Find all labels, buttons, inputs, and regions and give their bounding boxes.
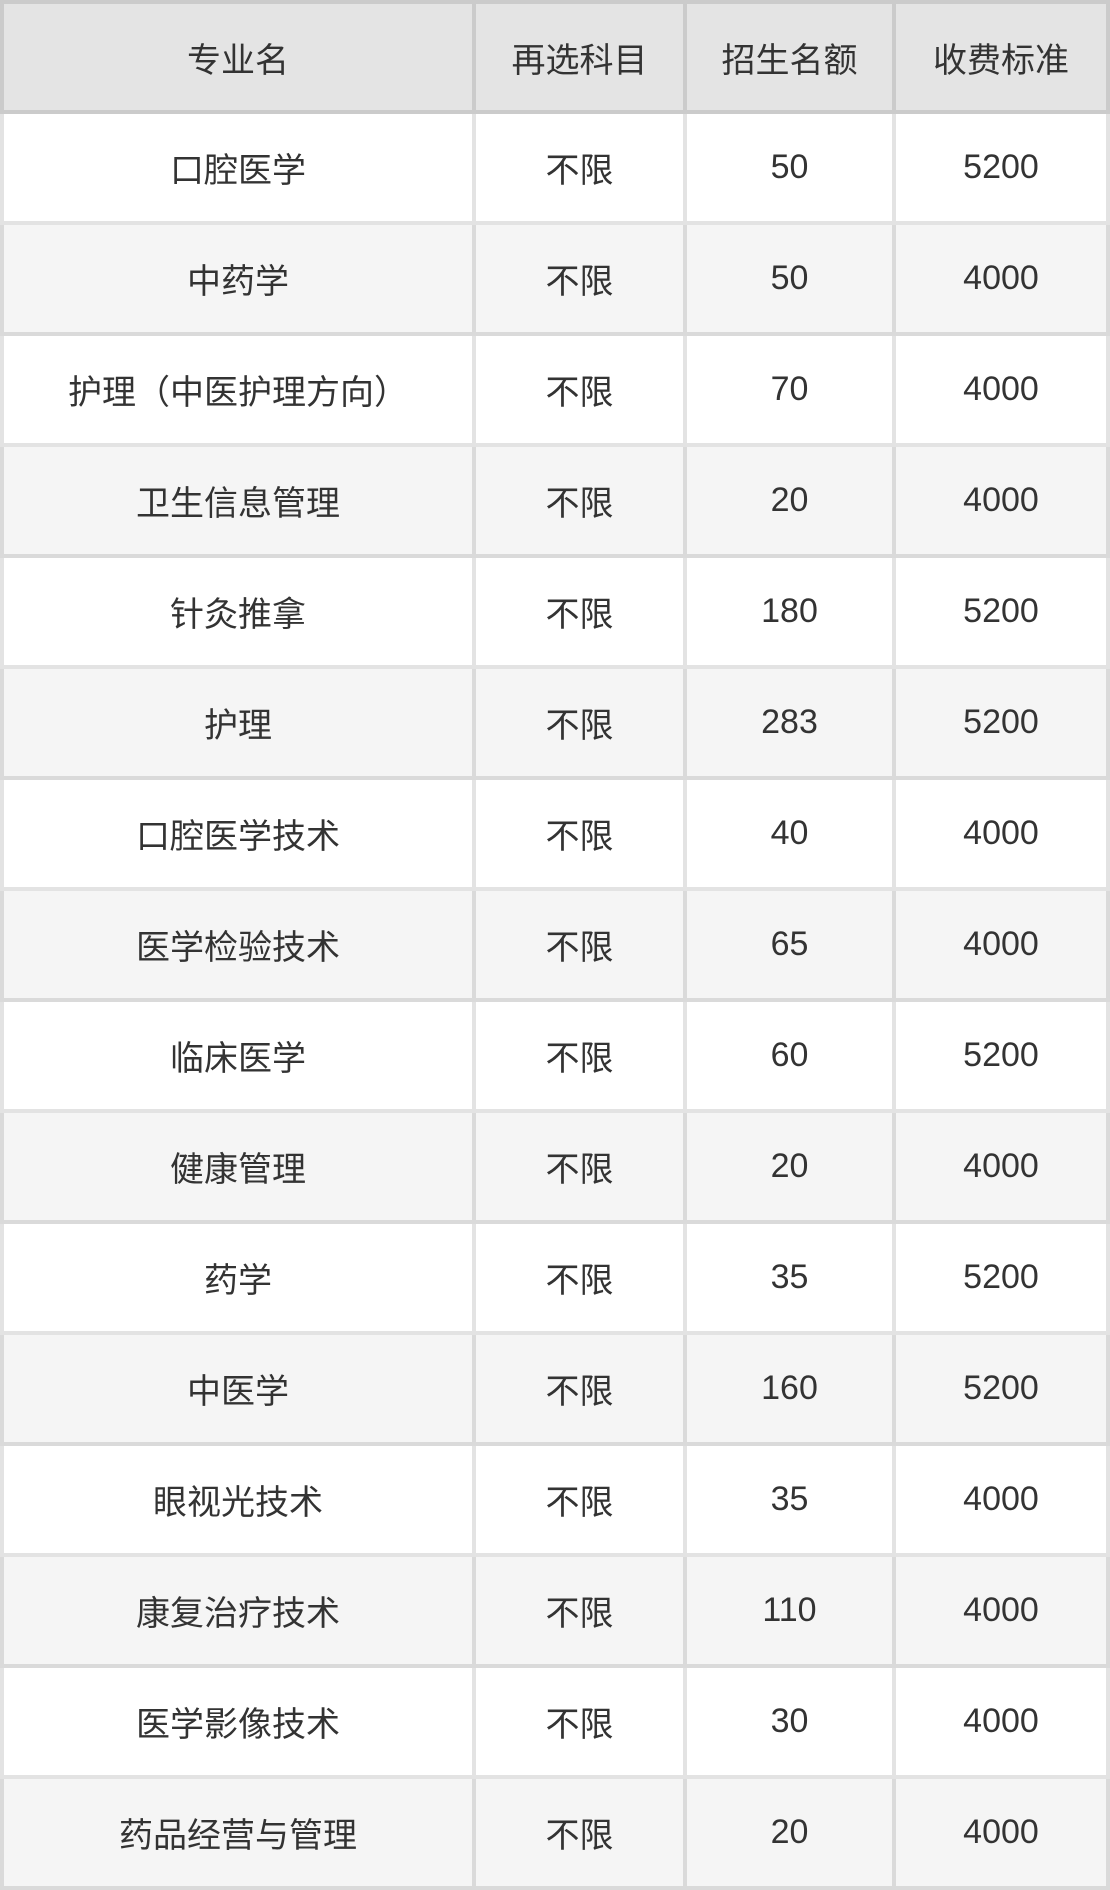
subjects-cell: 不限 — [476, 1668, 687, 1779]
quota-cell: 40 — [687, 780, 896, 891]
subjects-cell: 不限 — [476, 558, 687, 669]
subjects-cell: 不限 — [476, 1335, 687, 1446]
subjects-cell: 不限 — [476, 669, 687, 780]
quota-cell: 50 — [687, 225, 896, 336]
table-row: 护理 不限 283 5200 — [0, 669, 1110, 780]
table-row: 针灸推拿 不限 180 5200 — [0, 558, 1110, 669]
quota-cell: 35 — [687, 1446, 896, 1557]
table-row: 康复治疗技术 不限 110 4000 — [0, 1557, 1110, 1668]
major-cell: 医学检验技术 — [0, 891, 476, 1002]
table-row: 护理（中医护理方向） 不限 70 4000 — [0, 336, 1110, 447]
table-row: 医学检验技术 不限 65 4000 — [0, 891, 1110, 1002]
column-header-subjects: 再选科目 — [476, 0, 687, 114]
fee-cell: 4000 — [896, 1113, 1110, 1224]
table-row: 药学 不限 35 5200 — [0, 1224, 1110, 1335]
fee-cell: 4000 — [896, 1779, 1110, 1890]
column-header-quota: 招生名额 — [687, 0, 896, 114]
fee-cell: 5200 — [896, 558, 1110, 669]
major-cell: 护理（中医护理方向） — [0, 336, 476, 447]
subjects-cell: 不限 — [476, 114, 687, 225]
quota-cell: 70 — [687, 336, 896, 447]
quota-cell: 283 — [687, 669, 896, 780]
subjects-cell: 不限 — [476, 1113, 687, 1224]
fee-cell: 4000 — [896, 780, 1110, 891]
quota-cell: 65 — [687, 891, 896, 1002]
table-row: 临床医学 不限 60 5200 — [0, 1002, 1110, 1113]
table-row: 健康管理 不限 20 4000 — [0, 1113, 1110, 1224]
column-header-fee: 收费标准 — [896, 0, 1110, 114]
subjects-cell: 不限 — [476, 780, 687, 891]
table-row: 医学影像技术 不限 30 4000 — [0, 1668, 1110, 1779]
table-row: 口腔医学技术 不限 40 4000 — [0, 780, 1110, 891]
fee-cell: 5200 — [896, 114, 1110, 225]
fee-cell: 4000 — [896, 1446, 1110, 1557]
major-cell: 卫生信息管理 — [0, 447, 476, 558]
header-row: 专业名 再选科目 招生名额 收费标准 — [0, 0, 1110, 114]
table-header: 专业名 再选科目 招生名额 收费标准 — [0, 0, 1110, 114]
major-cell: 针灸推拿 — [0, 558, 476, 669]
column-header-major: 专业名 — [0, 0, 476, 114]
major-cell: 药学 — [0, 1224, 476, 1335]
table-row: 中医学 不限 160 5200 — [0, 1335, 1110, 1446]
fee-cell: 4000 — [896, 1668, 1110, 1779]
fee-cell: 4000 — [896, 447, 1110, 558]
fee-cell: 4000 — [896, 336, 1110, 447]
fee-cell: 5200 — [896, 1335, 1110, 1446]
major-cell: 临床医学 — [0, 1002, 476, 1113]
quota-cell: 20 — [687, 447, 896, 558]
subjects-cell: 不限 — [476, 1446, 687, 1557]
quota-cell: 180 — [687, 558, 896, 669]
fee-cell: 4000 — [896, 225, 1110, 336]
table-row: 药品经营与管理 不限 20 4000 — [0, 1779, 1110, 1890]
table-row: 眼视光技术 不限 35 4000 — [0, 1446, 1110, 1557]
fee-cell: 4000 — [896, 1557, 1110, 1668]
major-cell: 口腔医学 — [0, 114, 476, 225]
major-cell: 中药学 — [0, 225, 476, 336]
table-row: 中药学 不限 50 4000 — [0, 225, 1110, 336]
fee-cell: 4000 — [896, 891, 1110, 1002]
subjects-cell: 不限 — [476, 447, 687, 558]
fee-cell: 5200 — [896, 669, 1110, 780]
major-cell: 护理 — [0, 669, 476, 780]
major-cell: 口腔医学技术 — [0, 780, 476, 891]
subjects-cell: 不限 — [476, 1224, 687, 1335]
table-row: 口腔医学 不限 50 5200 — [0, 114, 1110, 225]
quota-cell: 60 — [687, 1002, 896, 1113]
quota-cell: 50 — [687, 114, 896, 225]
subjects-cell: 不限 — [476, 225, 687, 336]
subjects-cell: 不限 — [476, 336, 687, 447]
subjects-cell: 不限 — [476, 891, 687, 1002]
quota-cell: 110 — [687, 1557, 896, 1668]
table-row: 卫生信息管理 不限 20 4000 — [0, 447, 1110, 558]
quota-cell: 35 — [687, 1224, 896, 1335]
subjects-cell: 不限 — [476, 1557, 687, 1668]
quota-cell: 160 — [687, 1335, 896, 1446]
quota-cell: 20 — [687, 1779, 896, 1890]
major-cell: 医学影像技术 — [0, 1668, 476, 1779]
subjects-cell: 不限 — [476, 1002, 687, 1113]
quota-cell: 30 — [687, 1668, 896, 1779]
major-cell: 药品经营与管理 — [0, 1779, 476, 1890]
fee-cell: 5200 — [896, 1224, 1110, 1335]
fee-cell: 5200 — [896, 1002, 1110, 1113]
table-body: 口腔医学 不限 50 5200 中药学 不限 50 4000 护理（中医护理方向） 不限 70 400… — [0, 114, 1110, 1890]
major-cell: 中医学 — [0, 1335, 476, 1446]
major-cell: 眼视光技术 — [0, 1446, 476, 1557]
quota-cell: 20 — [687, 1113, 896, 1224]
major-cell: 康复治疗技术 — [0, 1557, 476, 1668]
major-cell: 健康管理 — [0, 1113, 476, 1224]
subjects-cell: 不限 — [476, 1779, 687, 1890]
